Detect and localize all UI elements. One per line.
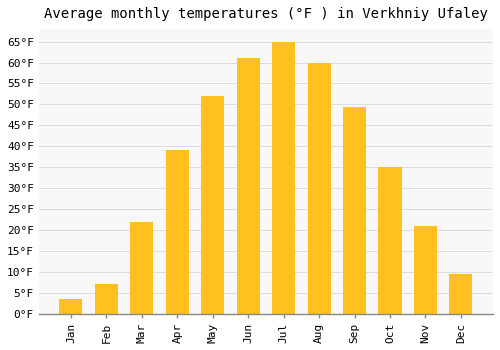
Bar [236,58,260,314]
Bar [95,285,118,314]
Bar [450,274,472,314]
Bar [166,150,189,314]
Bar [414,226,437,314]
Bar [343,106,366,314]
Bar [201,96,224,314]
Bar [272,42,295,314]
Bar [130,222,154,314]
Bar [308,63,330,314]
Title: Average monthly temperatures (°F ) in Verkhniy Ufaley: Average monthly temperatures (°F ) in Ve… [44,7,488,21]
Bar [378,167,402,314]
Bar [60,299,82,314]
